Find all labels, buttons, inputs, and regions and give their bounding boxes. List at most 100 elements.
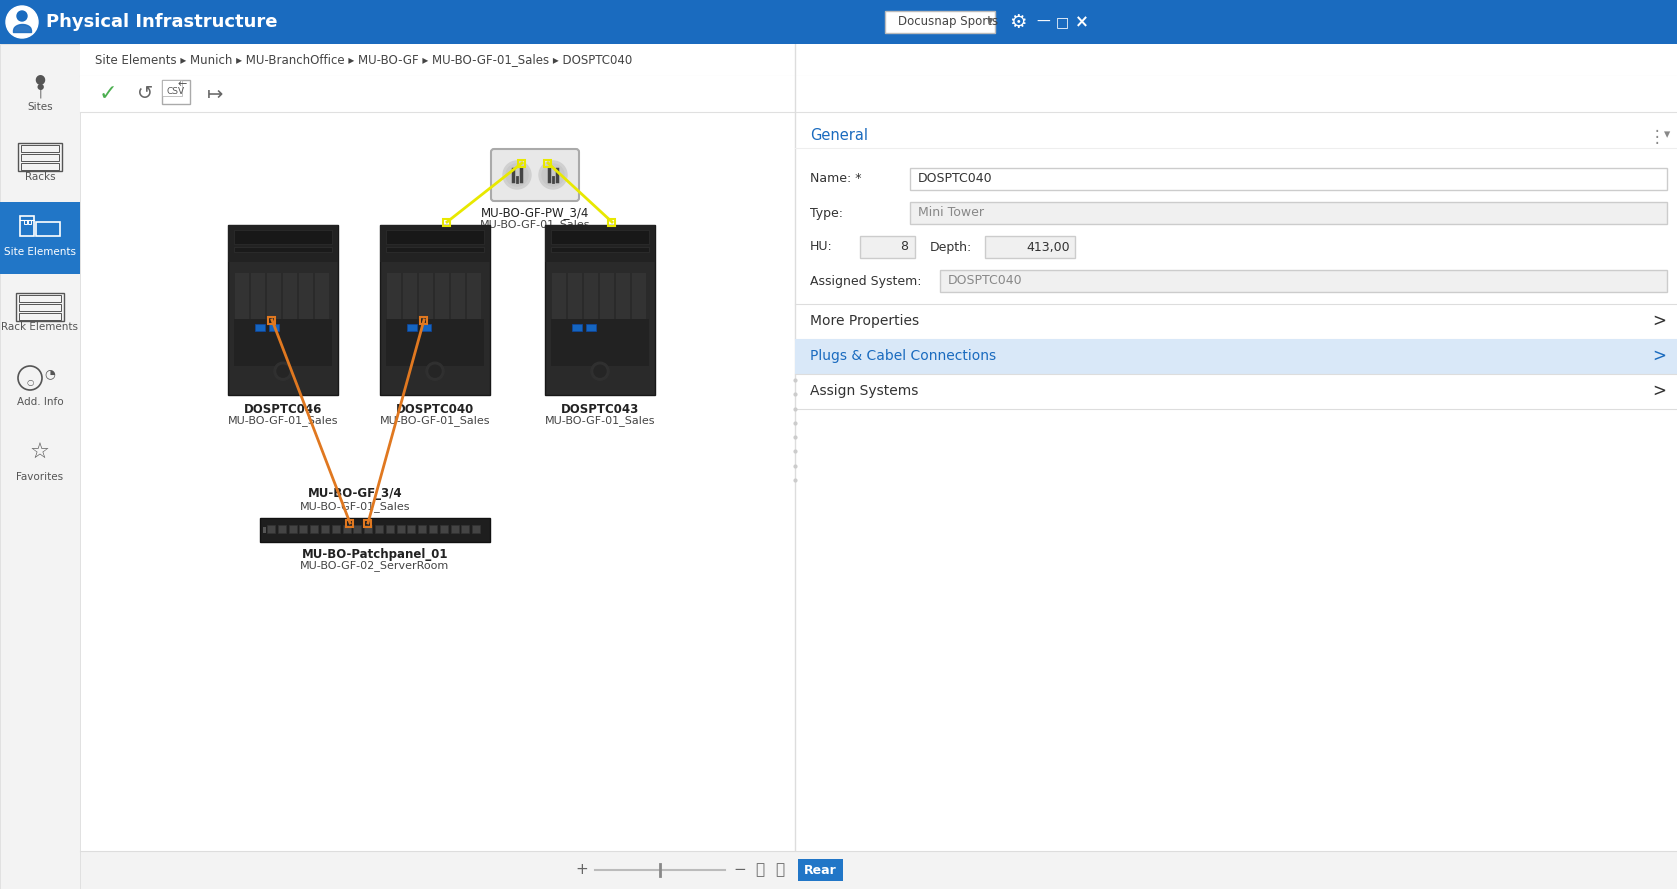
Text: 8: 8 [901, 241, 907, 253]
Text: Name: *: Name: * [810, 172, 862, 186]
Text: ⌖: ⌖ [755, 862, 765, 877]
Bar [288, 525, 297, 533]
Text: MU-BO-GF_3/4: MU-BO-GF_3/4 [307, 487, 402, 500]
Bar [364, 525, 372, 533]
Text: Racks: Racks [25, 172, 55, 182]
Bar [473, 525, 480, 533]
Text: ↺: ↺ [138, 84, 153, 103]
Circle shape [273, 362, 292, 380]
Circle shape [538, 161, 567, 189]
Text: −: − [733, 862, 746, 877]
Bar [29, 220, 30, 224]
Text: Site Elements ▸ Munich ▸ MU-BranchOffice ▸ MU-BO-GF ▸ MU-BO-GF-01_Sales ▸ DOSPTC: Site Elements ▸ Munich ▸ MU-BranchOffice… [96, 53, 632, 67]
Text: ⋮: ⋮ [1648, 128, 1665, 146]
Bar [552, 273, 567, 354]
Text: Rack Elements: Rack Elements [2, 322, 79, 332]
Text: Sites: Sites [27, 102, 52, 112]
Bar [228, 225, 339, 262]
Circle shape [426, 362, 444, 380]
Circle shape [503, 161, 532, 189]
Circle shape [506, 164, 528, 186]
Bar [364, 519, 372, 526]
Bar [22, 154, 59, 161]
Bar [587, 324, 597, 331]
Text: DOSPTC040: DOSPTC040 [917, 172, 993, 186]
Circle shape [542, 164, 563, 186]
Text: Type:: Type: [810, 206, 844, 220]
Text: >: > [1652, 347, 1665, 365]
Bar [545, 225, 656, 262]
Bar [466, 273, 481, 354]
Bar [320, 525, 329, 533]
Bar [421, 316, 428, 324]
Bar [615, 273, 631, 354]
Bar [396, 525, 404, 533]
Text: ✓: ✓ [99, 84, 117, 104]
Bar [381, 225, 490, 395]
Bar [22, 163, 59, 170]
Circle shape [590, 362, 609, 380]
Text: +: + [575, 862, 589, 877]
Text: Docusnap Sports: Docusnap Sports [897, 15, 998, 28]
Bar [911, 202, 1667, 224]
Text: ↦: ↦ [206, 84, 223, 103]
Text: Add. Info: Add. Info [17, 397, 64, 407]
Text: |: | [39, 88, 42, 99]
Bar [402, 273, 418, 354]
Text: MU-BO-Patchpanel_01: MU-BO-Patchpanel_01 [302, 548, 448, 561]
Bar [461, 525, 470, 533]
Bar [252, 273, 265, 354]
Bar [429, 525, 438, 533]
Text: DOSPTC043: DOSPTC043 [560, 403, 639, 416]
Bar [545, 225, 656, 395]
Bar [911, 168, 1667, 190]
Bar [632, 273, 646, 354]
Text: Physical Infrastructure: Physical Infrastructure [45, 13, 277, 31]
Bar [386, 525, 394, 533]
Bar [0, 202, 80, 274]
Bar [984, 236, 1075, 258]
Text: Plugs & Cabel Connections: Plugs & Cabel Connections [810, 349, 996, 363]
Text: Assigned System:: Assigned System: [810, 275, 921, 287]
Bar [300, 525, 307, 533]
Text: ←: ← [178, 79, 186, 89]
Bar [270, 324, 280, 331]
Bar [584, 273, 599, 354]
Bar [35, 222, 60, 236]
Bar [798, 859, 844, 881]
Bar [408, 324, 418, 331]
Bar [235, 230, 332, 244]
Text: DOSPTC040: DOSPTC040 [396, 403, 475, 416]
Bar [860, 236, 916, 258]
Bar [299, 273, 314, 354]
Bar [263, 527, 267, 533]
Text: ×: × [1075, 13, 1088, 31]
Circle shape [594, 365, 605, 377]
Bar [552, 247, 649, 252]
Text: MU-BO-GF-01_Sales: MU-BO-GF-01_Sales [545, 415, 656, 426]
Text: ▾: ▾ [1664, 128, 1670, 141]
Bar [451, 273, 465, 354]
Bar [310, 525, 319, 533]
Text: ●: ● [35, 73, 45, 85]
Text: MU-BO-GF-01_Sales: MU-BO-GF-01_Sales [228, 415, 339, 426]
Bar [545, 159, 552, 166]
Bar [354, 525, 362, 533]
Bar [22, 145, 59, 152]
Text: ●: ● [37, 83, 44, 92]
Bar [0, 0, 1677, 44]
Text: ◔: ◔ [45, 367, 55, 380]
Text: MU-BO-GF-02_ServerRoom: MU-BO-GF-02_ServerRoom [300, 560, 449, 571]
Text: CSV: CSV [168, 87, 184, 97]
Bar [18, 295, 60, 302]
Bar [434, 273, 449, 354]
Bar [235, 273, 248, 354]
Text: □: □ [1055, 15, 1068, 29]
Text: MU-BO-GF-PW_3/4: MU-BO-GF-PW_3/4 [481, 206, 589, 219]
Bar [419, 273, 433, 354]
Bar [315, 273, 329, 354]
Bar [267, 525, 275, 533]
Text: Assign Systems: Assign Systems [810, 384, 919, 398]
Bar [163, 80, 183, 96]
Text: Site Elements: Site Elements [3, 247, 75, 257]
